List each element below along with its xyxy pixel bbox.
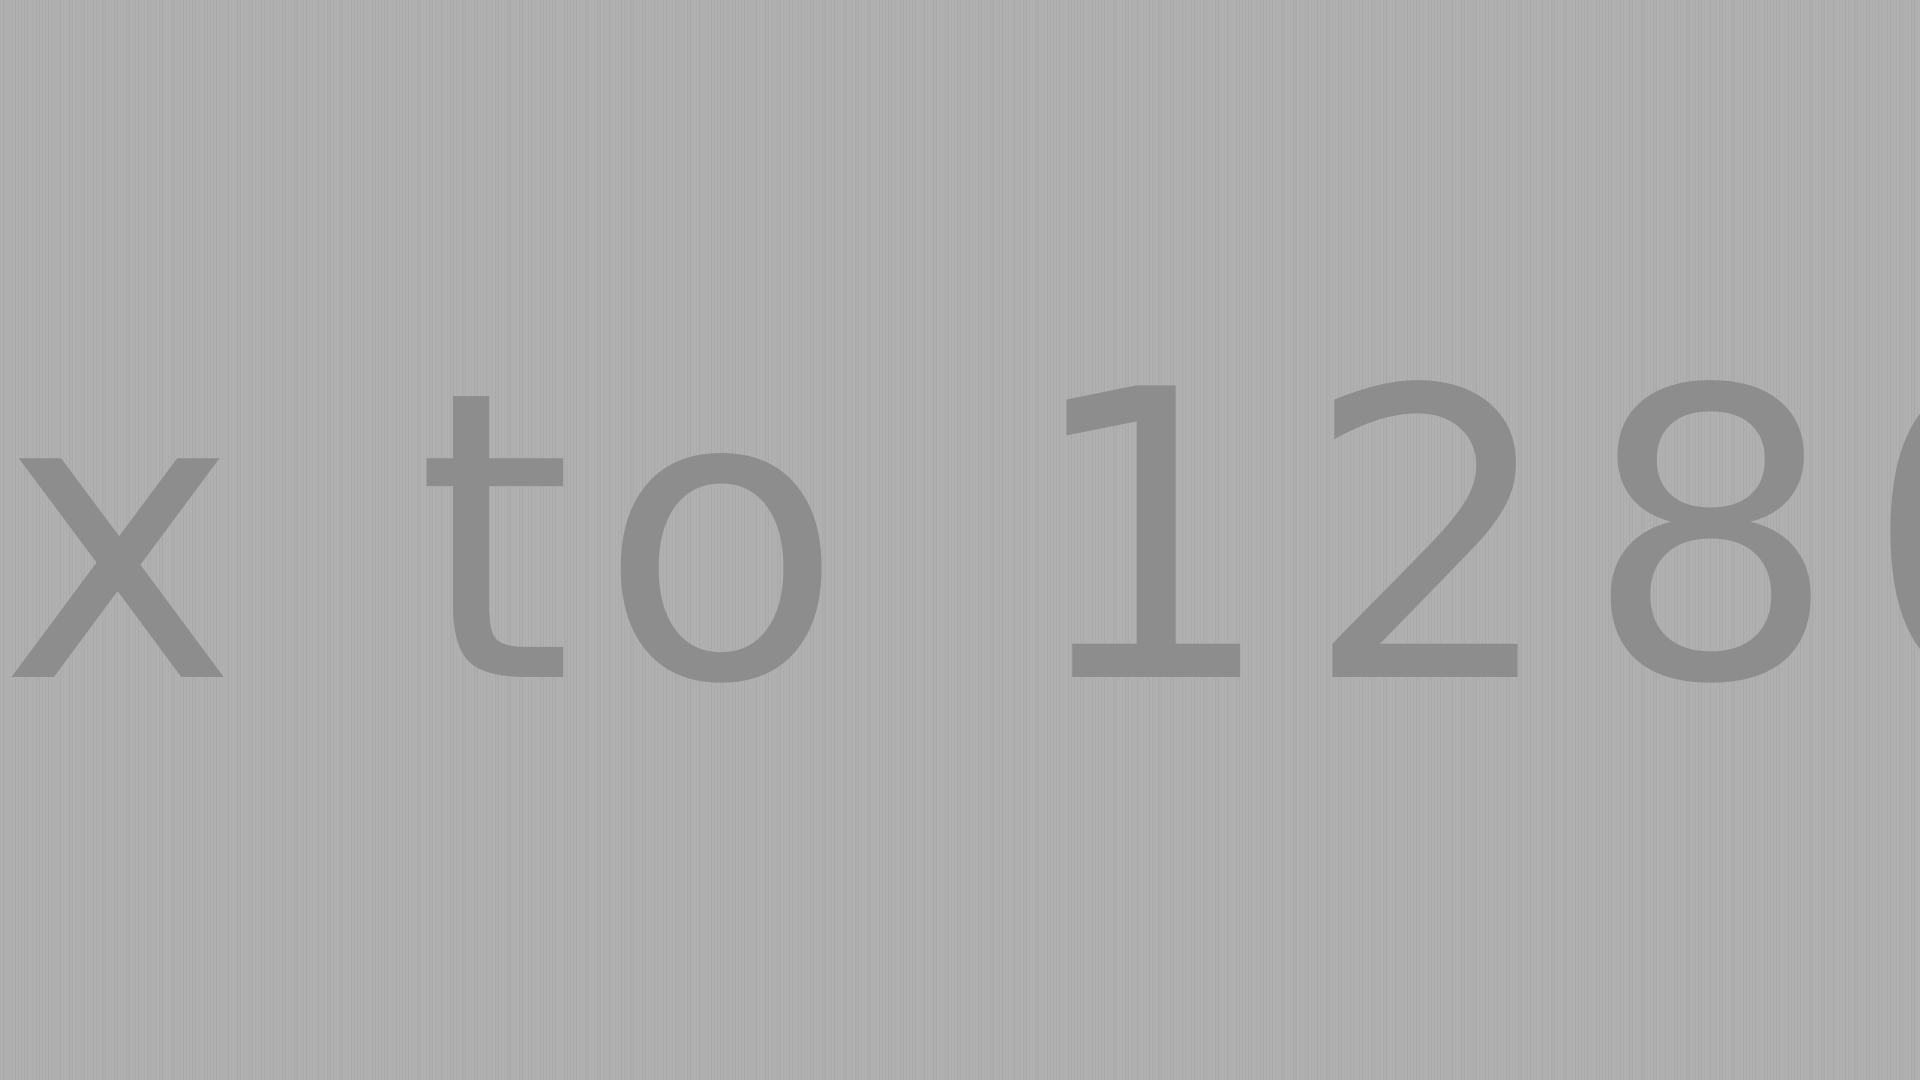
resolution-message: x to 1280: [0, 307, 1920, 772]
